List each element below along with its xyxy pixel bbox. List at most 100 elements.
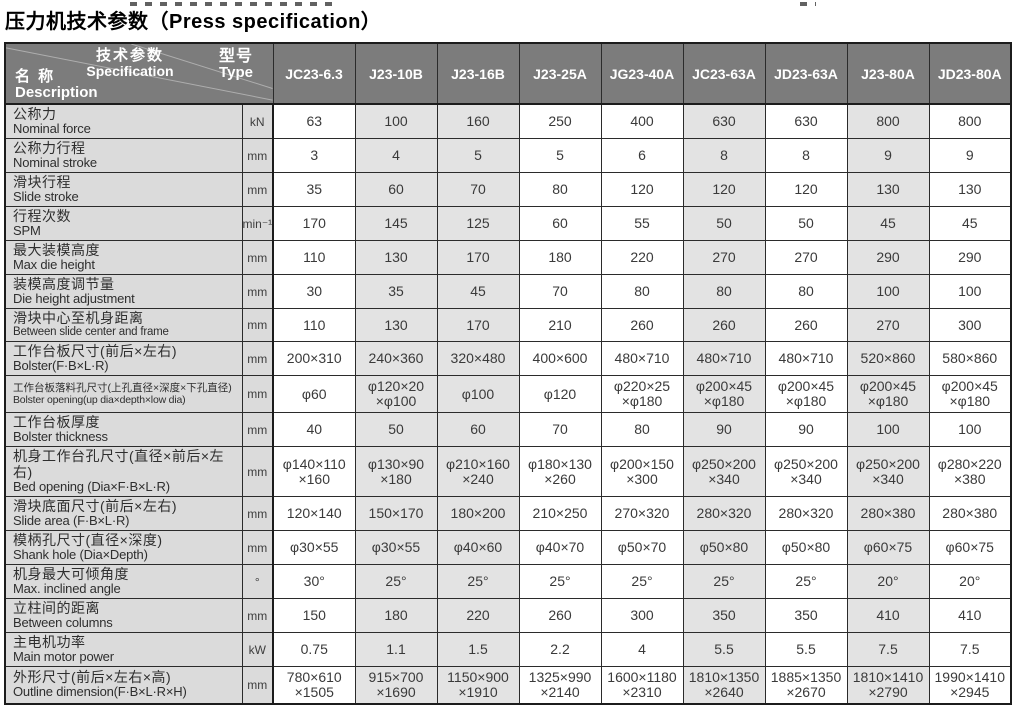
spec-value-cell: 1990×1410 ×2945 — [928, 666, 1012, 704]
spec-value-cell: 260 — [764, 308, 848, 342]
spec-value-cell: 55 — [600, 206, 684, 241]
parameter-label-cell: 滑块底面尺寸(前后×左右) Slide area (F·B×L·R) — [4, 496, 243, 531]
parameter-label-cell: 装模高度调节量 Die height adjustment — [4, 274, 243, 309]
spec-value-cell: 270 — [682, 240, 766, 275]
cropped-text-remnant — [130, 2, 335, 6]
parameter-label-en: Between columns — [13, 615, 113, 630]
parameter-label-cell: 立柱间的距离 Between columns — [4, 598, 243, 633]
parameter-label-en: SPM — [13, 223, 41, 238]
spec-value-cell: 280×380 — [846, 496, 930, 531]
table-row: 最大装模高度 Max die height mm 110 130 170 180 220 270… — [4, 240, 1012, 275]
model-header-J23-25A: J23-25A — [518, 42, 602, 105]
spec-value-cell: 25° — [354, 564, 438, 599]
model-header-JC23-63A: JC23-63A — [682, 42, 766, 105]
spec-value-cell: 150×170 — [354, 496, 438, 531]
parameter-label-en: Nominal stroke — [13, 155, 97, 170]
parameter-label-zh: 滑块中心至机身距离 — [13, 310, 144, 326]
spec-value-cell: φ120×20 ×φ100 — [354, 375, 438, 413]
diagonal-divider-lines — [6, 44, 273, 101]
cropped-text-remnant — [800, 2, 816, 6]
spec-value-cell: 5.5 — [682, 632, 766, 667]
spec-value-cell: 120 — [600, 172, 684, 207]
unit-cell: mm — [241, 240, 274, 275]
unit-cell: mm — [241, 666, 274, 704]
spec-value-cell: 290 — [846, 240, 930, 275]
parameter-label-cell: 外形尺寸(前后×左右×高) Outline dimension(F·B×L·R×H… — [4, 666, 243, 704]
spec-value-cell: φ60×75 — [928, 530, 1012, 565]
spec-value-cell: 45 — [928, 206, 1012, 241]
spec-value-cell: 30° — [272, 564, 356, 599]
parameter-label-cell: 工作台板尺寸(前后×左右) Bolster(F·B×L·R) — [4, 341, 243, 376]
spec-value-cell: 4 — [600, 632, 684, 667]
spec-value-cell: 145 — [354, 206, 438, 241]
spec-value-cell: 90 — [682, 412, 766, 447]
parameter-label-en: Shank hole (Dia×Depth) — [13, 547, 148, 562]
spec-value-cell: 240×360 — [354, 341, 438, 376]
parameter-label-zh: 行程次数 — [13, 208, 71, 224]
spec-value-cell: 350 — [764, 598, 848, 633]
spec-value-cell: 130 — [928, 172, 1012, 207]
parameter-label-cell: 滑块中心至机身距离 Between slide center and frame — [4, 308, 243, 342]
parameter-label-zh: 滑块行程 — [13, 174, 71, 190]
spec-value-cell: 130 — [354, 308, 438, 342]
spec-value-cell: 120 — [764, 172, 848, 207]
spec-value-cell: 1600×1180 ×2310 — [600, 666, 684, 704]
spec-value-cell: 780×610 ×1505 — [272, 666, 356, 704]
parameter-label-zh: 机身最大可倾角度 — [13, 566, 129, 582]
parameter-label-en: Max. inclined angle — [13, 581, 121, 596]
spec-value-cell: 60 — [354, 172, 438, 207]
spec-value-cell: 7.5 — [846, 632, 930, 667]
spec-value-cell: 6 — [600, 138, 684, 173]
unit-cell: kN — [241, 103, 274, 139]
spec-value-cell: 110 — [272, 308, 356, 342]
spec-value-cell: 35 — [354, 274, 438, 309]
spec-table: 技术参数 Specification 型号 Type 名 称 Descripti… — [4, 42, 1012, 705]
spec-value-cell: 25° — [682, 564, 766, 599]
spec-value-cell: 70 — [518, 412, 602, 447]
spec-value-cell: φ200×45 ×φ180 — [682, 375, 766, 413]
model-header-J23-16B: J23-16B — [436, 42, 520, 105]
parameter-label-zh: 装模高度调节量 — [13, 276, 115, 292]
corner-description-label: 名 称 Description — [15, 68, 98, 101]
spec-value-cell: 1150×900 ×1910 — [436, 666, 520, 704]
table-row: 滑块中心至机身距离 Between slide center and frame m… — [4, 308, 1012, 342]
spec-value-cell: 100 — [846, 412, 930, 447]
spec-value-cell: 60 — [436, 412, 520, 447]
spec-value-cell: φ50×70 — [600, 530, 684, 565]
spec-value-cell: 180 — [354, 598, 438, 633]
spec-value-cell: 580×860 — [928, 341, 1012, 376]
table-row: 装模高度调节量 Die height adjustment mm 30 35 45 70 80… — [4, 274, 1012, 309]
spec-value-cell: 8 — [764, 138, 848, 173]
spec-value-cell: 150 — [272, 598, 356, 633]
parameter-label-zh: 立柱间的距离 — [13, 600, 100, 616]
parameter-label-zh: 主电机功率 — [13, 634, 86, 650]
spec-value-cell: φ50×80 — [682, 530, 766, 565]
parameter-label-cell: 工作台板厚度 Bolster thickness — [4, 412, 243, 447]
parameter-label-zh: 外形尺寸(前后×左右×高) — [13, 669, 172, 686]
model-header-J23-80A: J23-80A — [846, 42, 930, 105]
table-row: 公称力 Nominal force kN 63 100 160 250 400 630 630 80… — [4, 103, 1012, 139]
spec-value-cell: φ200×45 ×φ180 — [764, 375, 848, 413]
spec-value-cell: 80 — [682, 274, 766, 309]
spec-value-cell: 1810×1410 ×2790 — [846, 666, 930, 704]
spec-value-cell: 630 — [682, 103, 766, 139]
table-row: 行程次数 SPM min⁻¹ 170 145 125 60 55 50 50 45 45 — [4, 206, 1012, 241]
parameter-label-en: Bed opening (Dia×F·B×L·R) — [13, 479, 170, 494]
spec-value-cell: 160 — [436, 103, 520, 139]
spec-value-cell: 70 — [518, 274, 602, 309]
spec-value-cell: 45 — [436, 274, 520, 309]
spec-value-cell: 915×700 ×1690 — [354, 666, 438, 704]
spec-value-cell: 300 — [928, 308, 1012, 342]
parameter-label-zh: 工作台板厚度 — [13, 414, 100, 430]
parameter-label-en: Slide stroke — [13, 189, 79, 204]
spec-value-cell: 320×480 — [436, 341, 520, 376]
spec-value-cell: 20° — [928, 564, 1012, 599]
spec-value-cell: 100 — [928, 274, 1012, 309]
table-row: 滑块底面尺寸(前后×左右) Slide area (F·B×L·R) mm 120×1… — [4, 496, 1012, 531]
specification-label-en: Specification — [86, 63, 174, 80]
spec-value-cell: 630 — [764, 103, 848, 139]
spec-value-cell: 20° — [846, 564, 930, 599]
table-row: 外形尺寸(前后×左右×高) Outline dimension(F·B×L·R×H… — [4, 666, 1012, 704]
spec-value-cell: 480×710 — [682, 341, 766, 376]
spec-value-cell: 25° — [600, 564, 684, 599]
